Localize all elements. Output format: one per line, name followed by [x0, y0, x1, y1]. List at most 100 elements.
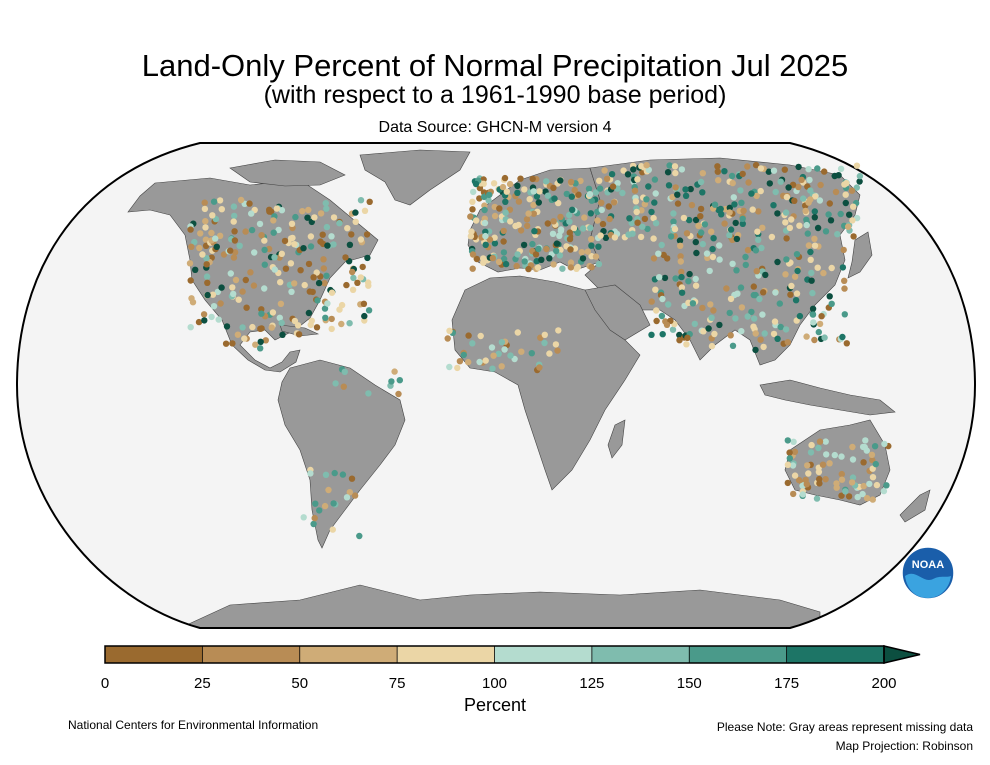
station-marker: [530, 201, 537, 209]
station-marker: [343, 281, 350, 289]
station-marker: [738, 304, 746, 311]
station-marker: [819, 461, 827, 468]
station-marker: [223, 323, 231, 330]
station-marker: [849, 456, 857, 463]
station-marker: [498, 339, 506, 346]
station-marker: [811, 242, 819, 249]
station-marker: [456, 358, 464, 365]
station-marker: [726, 309, 733, 317]
station-marker: [633, 208, 640, 216]
data-source-label: Data Source: GHCN-M version 4: [378, 119, 612, 136]
station-marker: [807, 187, 814, 194]
station-marker: [752, 346, 759, 354]
station-marker: [708, 228, 715, 235]
station-marker: [866, 480, 873, 488]
station-marker: [608, 171, 616, 178]
colorbar-tick-label: 75: [388, 675, 406, 692]
station-marker: [570, 225, 578, 232]
station-marker: [796, 312, 804, 320]
colorbar-bin: [299, 646, 398, 663]
station-marker: [821, 334, 828, 341]
station-marker: [477, 332, 484, 340]
station-marker: [758, 244, 765, 252]
station-marker: [860, 459, 867, 466]
station-marker: [821, 168, 828, 175]
landmass-indonesia: [759, 379, 896, 416]
station-marker: [313, 269, 320, 276]
station-marker: [727, 226, 735, 233]
colorbar-bin: [397, 646, 495, 663]
station-marker: [677, 253, 684, 260]
station-marker: [677, 258, 684, 265]
station-marker: [871, 443, 879, 450]
map-title: Land-Only Percent of Normal Precipitatio…: [141, 48, 849, 83]
station-marker: [324, 242, 331, 249]
station-marker: [772, 289, 779, 296]
station-marker: [231, 249, 239, 256]
station-marker: [802, 207, 809, 215]
station-marker: [212, 235, 219, 242]
station-marker: [859, 490, 866, 498]
station-marker: [610, 199, 618, 206]
station-marker: [566, 218, 573, 225]
station-marker: [346, 241, 354, 248]
station-marker: [729, 260, 736, 267]
station-marker: [787, 291, 794, 298]
station-marker: [809, 289, 816, 297]
station-marker: [792, 297, 800, 304]
station-marker: [317, 210, 325, 217]
station-marker: [234, 331, 242, 338]
station-marker: [644, 225, 651, 233]
station-marker: [187, 324, 194, 331]
landmass-arctic-islands: [229, 159, 346, 187]
station-marker: [469, 265, 476, 272]
station-marker: [609, 183, 617, 190]
station-marker: [197, 230, 204, 237]
station-marker: [840, 246, 847, 254]
station-marker: [841, 311, 848, 318]
station-marker: [603, 175, 611, 182]
station-marker: [678, 289, 686, 296]
colorbar-tick-label: 0: [100, 675, 110, 692]
station-marker: [396, 377, 403, 384]
station-marker: [817, 181, 824, 189]
station-marker: [880, 487, 888, 495]
station-marker: [737, 284, 745, 291]
station-marker: [555, 327, 562, 334]
station-marker: [271, 266, 278, 273]
station-marker: [783, 256, 790, 263]
station-marker: [352, 218, 359, 225]
station-marker: [531, 228, 538, 235]
station-marker: [856, 172, 864, 180]
station-marker: [727, 332, 734, 339]
station-marker: [650, 235, 657, 242]
station-marker: [740, 207, 747, 214]
station-marker: [729, 342, 737, 349]
station-marker: [812, 193, 819, 200]
station-marker: [343, 494, 351, 501]
station-marker: [669, 193, 676, 201]
station-marker: [203, 261, 210, 268]
station-marker: [585, 185, 593, 192]
station-marker: [507, 218, 514, 225]
station-marker: [596, 177, 603, 184]
station-marker: [832, 188, 840, 196]
station-marker: [351, 492, 359, 499]
station-marker: [733, 267, 740, 274]
station-marker: [258, 310, 265, 317]
station-marker: [213, 243, 220, 250]
station-marker: [361, 312, 368, 320]
station-marker: [305, 206, 312, 214]
station-marker: [359, 263, 366, 271]
station-marker: [805, 166, 812, 173]
station-marker: [550, 184, 557, 192]
station-marker: [261, 285, 268, 292]
station-marker: [716, 242, 723, 249]
station-marker: [653, 317, 660, 325]
station-marker: [465, 332, 472, 339]
station-marker: [835, 172, 842, 179]
station-marker: [687, 185, 694, 193]
station-marker: [820, 269, 827, 277]
station-marker: [270, 217, 277, 224]
station-marker: [482, 232, 489, 240]
